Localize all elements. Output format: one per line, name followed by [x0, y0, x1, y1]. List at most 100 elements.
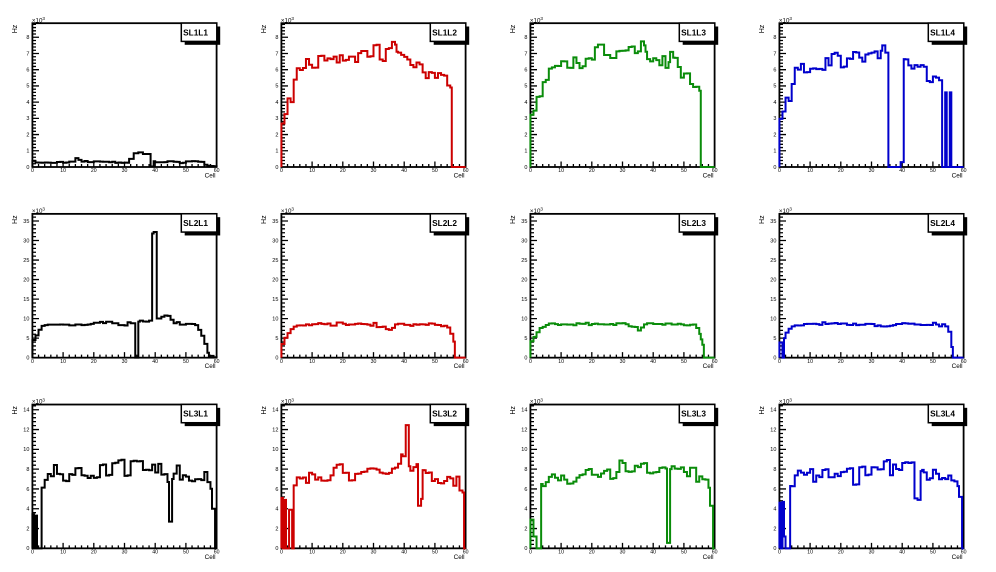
svg-text:Hz: Hz	[12, 215, 19, 224]
svg-text:50: 50	[681, 550, 687, 556]
svg-text:25: 25	[272, 258, 278, 264]
svg-text:40: 40	[899, 168, 905, 174]
svg-text:3: 3	[26, 116, 29, 122]
svg-text:50: 50	[681, 168, 687, 174]
svg-text:60: 60	[712, 359, 718, 365]
svg-text:0: 0	[275, 165, 278, 171]
svg-text:0: 0	[773, 546, 776, 552]
svg-text:2: 2	[275, 526, 278, 532]
svg-text:0: 0	[275, 355, 278, 361]
svg-text:4: 4	[524, 100, 527, 106]
svg-text:0: 0	[778, 168, 781, 174]
svg-text:12: 12	[23, 427, 29, 433]
svg-text:0: 0	[778, 359, 781, 365]
svg-text:×103: ×103	[530, 16, 544, 24]
svg-text:Cell: Cell	[952, 173, 963, 180]
svg-text:6: 6	[26, 487, 29, 493]
svg-text:10: 10	[770, 447, 776, 453]
svg-text:8: 8	[773, 467, 776, 473]
svg-text:20: 20	[91, 359, 97, 365]
svg-text:0: 0	[280, 550, 283, 556]
svg-text:35: 35	[770, 219, 776, 225]
svg-text:2: 2	[524, 526, 527, 532]
svg-text:Hz: Hz	[261, 24, 268, 33]
svg-text:60: 60	[712, 550, 718, 556]
svg-text:15: 15	[521, 297, 527, 303]
svg-text:SL3L2: SL3L2	[432, 409, 457, 419]
svg-text:5: 5	[275, 84, 278, 90]
svg-text:50: 50	[930, 168, 936, 174]
svg-text:×103: ×103	[32, 207, 46, 215]
svg-text:14: 14	[23, 408, 29, 414]
svg-text:Cell: Cell	[205, 173, 216, 180]
svg-text:30: 30	[869, 168, 875, 174]
svg-text:SL2L2: SL2L2	[432, 218, 457, 228]
svg-text:30: 30	[620, 168, 626, 174]
svg-text:8: 8	[275, 35, 278, 41]
svg-text:10: 10	[521, 447, 527, 453]
svg-text:30: 30	[272, 238, 278, 244]
svg-text:10: 10	[60, 359, 66, 365]
svg-text:30: 30	[770, 238, 776, 244]
svg-text:30: 30	[122, 359, 128, 365]
svg-text:0: 0	[524, 165, 527, 171]
svg-text:20: 20	[770, 277, 776, 283]
svg-text:Hz: Hz	[759, 24, 766, 33]
svg-text:50: 50	[183, 550, 189, 556]
svg-text:0: 0	[26, 165, 29, 171]
svg-text:14: 14	[521, 408, 527, 414]
svg-text:5: 5	[524, 84, 527, 90]
svg-text:60: 60	[214, 359, 220, 365]
svg-text:50: 50	[432, 359, 438, 365]
svg-text:Cell: Cell	[454, 554, 465, 561]
svg-text:20: 20	[91, 550, 97, 556]
svg-text:5: 5	[773, 84, 776, 90]
svg-text:40: 40	[152, 550, 158, 556]
svg-text:60: 60	[463, 550, 469, 556]
svg-text:40: 40	[401, 550, 407, 556]
svg-text:0: 0	[31, 359, 34, 365]
svg-text:30: 30	[371, 359, 377, 365]
svg-text:30: 30	[521, 238, 527, 244]
svg-text:14: 14	[770, 408, 776, 414]
svg-text:SL1L2: SL1L2	[432, 27, 457, 37]
svg-text:8: 8	[275, 467, 278, 473]
svg-text:SL3L3: SL3L3	[681, 409, 706, 419]
svg-text:Cell: Cell	[454, 173, 465, 180]
svg-text:Cell: Cell	[205, 363, 216, 370]
svg-text:7: 7	[26, 51, 29, 57]
svg-text:0: 0	[778, 550, 781, 556]
svg-text:0: 0	[275, 546, 278, 552]
svg-text:0: 0	[524, 355, 527, 361]
svg-text:8: 8	[26, 467, 29, 473]
svg-text:1: 1	[773, 149, 776, 155]
svg-text:0: 0	[529, 168, 532, 174]
svg-text:50: 50	[183, 359, 189, 365]
svg-text:6: 6	[275, 487, 278, 493]
svg-text:12: 12	[770, 427, 776, 433]
svg-text:Cell: Cell	[952, 554, 963, 561]
svg-text:40: 40	[401, 168, 407, 174]
svg-text:60: 60	[712, 168, 718, 174]
svg-text:×103: ×103	[32, 397, 46, 405]
svg-text:60: 60	[961, 168, 967, 174]
svg-text:20: 20	[589, 359, 595, 365]
svg-text:4: 4	[26, 100, 29, 106]
svg-text:60: 60	[463, 168, 469, 174]
svg-text:8: 8	[773, 35, 776, 41]
svg-text:25: 25	[521, 258, 527, 264]
svg-text:50: 50	[681, 359, 687, 365]
svg-text:4: 4	[275, 100, 278, 106]
svg-text:×103: ×103	[530, 397, 544, 405]
svg-text:2: 2	[26, 526, 29, 532]
svg-text:2: 2	[26, 132, 29, 138]
svg-text:10: 10	[558, 550, 564, 556]
svg-text:10: 10	[272, 447, 278, 453]
svg-text:20: 20	[838, 168, 844, 174]
svg-text:40: 40	[650, 359, 656, 365]
svg-text:50: 50	[432, 168, 438, 174]
svg-text:15: 15	[23, 297, 29, 303]
svg-text:3: 3	[773, 116, 776, 122]
svg-text:20: 20	[23, 277, 29, 283]
svg-text:20: 20	[340, 359, 346, 365]
